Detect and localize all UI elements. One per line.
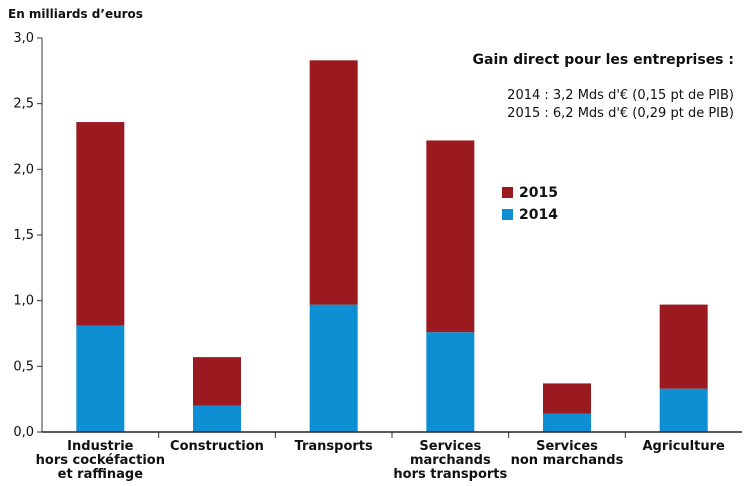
bar-segment [659, 388, 708, 432]
bar-segment [543, 383, 591, 414]
y-tick-label: 0,0 [13, 425, 34, 440]
bar-segment [193, 405, 241, 432]
x-tick-label: Agriculture [642, 439, 725, 454]
x-tick-label: Industrie hors cockéfaction et raffinage [36, 439, 165, 482]
legend-swatch [502, 187, 513, 198]
y-tick-label: 3,0 [13, 31, 34, 46]
y-tick-label: 1,5 [13, 228, 34, 243]
y-tick-label: 1,0 [13, 294, 34, 309]
annotation: 2015 : 6,2 Mds d'€ (0,29 pt de PIB) [507, 106, 734, 121]
bar-segment [426, 332, 475, 432]
bar-segment [543, 413, 591, 432]
bar-segment [193, 357, 241, 406]
x-tick-label: Services marchands hors transports [393, 439, 507, 482]
x-tick-label: Transports [295, 439, 373, 454]
x-tick-label: Construction [170, 439, 264, 454]
y-tick-label: 2,0 [13, 162, 34, 177]
bar-segment [309, 60, 358, 305]
legend-swatch [502, 209, 513, 220]
y-axis-label: En milliards d’euros [8, 7, 143, 21]
bar-segment [76, 325, 125, 432]
annotation: Gain direct pour les entreprises : [473, 52, 734, 68]
y-tick-label: 2,5 [13, 97, 34, 112]
legend-label: 2014 [519, 207, 558, 223]
annotation: 2014 : 3,2 Mds d'€ (0,15 pt de PIB) [507, 88, 734, 103]
legend-label: 2015 [519, 185, 558, 201]
x-tick-label: Services non marchands [511, 439, 624, 468]
bar-segment [309, 304, 358, 432]
bar-segment [76, 122, 125, 326]
bar-segment [659, 304, 708, 389]
y-tick-label: 0,5 [13, 359, 34, 374]
bar-segment [426, 140, 475, 333]
